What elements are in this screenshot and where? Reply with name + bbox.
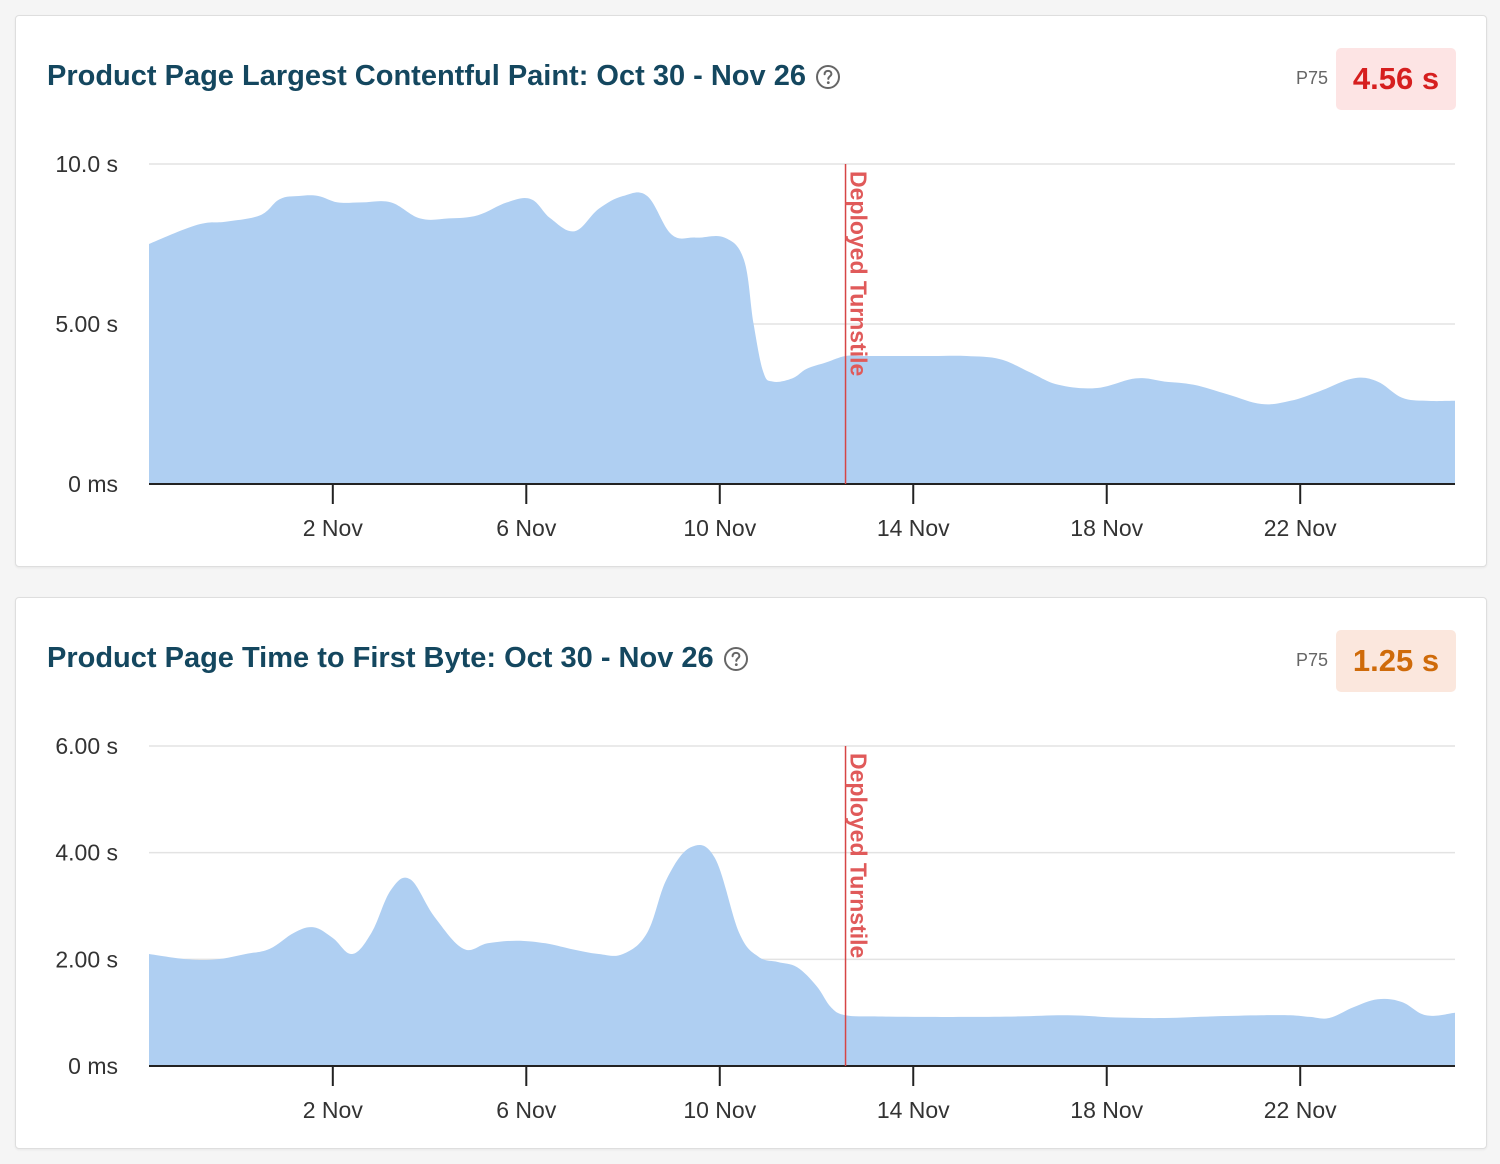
p75-value-badge: 4.56 s: [1336, 48, 1456, 110]
x-tick-label: 6 Nov: [496, 515, 557, 541]
ttfb-chart: 0 ms 2.00 s 4.00 s 6.00 s 2 Nov 6 Nov 10 Nov 14…: [55, 733, 1455, 1123]
y-tick-label: 10.0 s: [55, 151, 118, 177]
x-tick-label: 6 Nov: [496, 1097, 557, 1123]
lcp-card: Product Page Largest Contentful Paint: O…: [15, 15, 1487, 567]
p75-label: P75: [1295, 68, 1328, 88]
x-tick-label: 2 Nov: [303, 515, 364, 541]
x-tick-label: 14 Nov: [877, 515, 950, 541]
y-tick-label: 6.00 s: [55, 733, 118, 759]
x-tick-label: 22 Nov: [1264, 515, 1337, 541]
question-circle-icon[interactable]: [815, 64, 841, 90]
annotation-label: Deployed Turnstile: [846, 753, 872, 958]
series-area: [149, 192, 1455, 484]
card-title: Product Page Time to First Byte: Oct 30 …: [47, 642, 749, 675]
annotation-label: Deployed Turnstile: [846, 171, 872, 376]
x-tick-label: 10 Nov: [683, 515, 756, 541]
x-tick-label: 2 Nov: [303, 1097, 364, 1123]
x-tick-label: 18 Nov: [1070, 1097, 1143, 1123]
ttfb-card: Product Page Time to First Byte: Oct 30 …: [15, 597, 1487, 1149]
x-tick-label: 18 Nov: [1070, 515, 1143, 541]
x-tick-label: 10 Nov: [683, 1097, 756, 1123]
series-area: [149, 844, 1455, 1066]
y-tick-label: 4.00 s: [55, 840, 118, 866]
y-tick-label: 2.00 s: [55, 946, 118, 972]
p75-value-badge: 1.25 s: [1336, 630, 1456, 692]
p75-label: P75: [1295, 650, 1328, 670]
y-tick-label: 0 ms: [68, 1053, 118, 1079]
card-title-text: Product Page Time to First Byte: Oct 30 …: [47, 642, 714, 674]
x-tick-label: 14 Nov: [877, 1097, 950, 1123]
question-circle-icon[interactable]: [723, 646, 749, 672]
x-tick-label: 22 Nov: [1264, 1097, 1337, 1123]
lcp-chart: 0 ms 5.00 s 10.0 s 2 Nov 6 Nov 10 Nov 14 Nov 18…: [55, 151, 1455, 541]
card-title-text: Product Page Largest Contentful Paint: O…: [47, 60, 806, 92]
y-tick-label: 0 ms: [68, 471, 118, 497]
y-tick-label: 5.00 s: [55, 311, 118, 337]
card-title: Product Page Largest Contentful Paint: O…: [47, 60, 841, 93]
